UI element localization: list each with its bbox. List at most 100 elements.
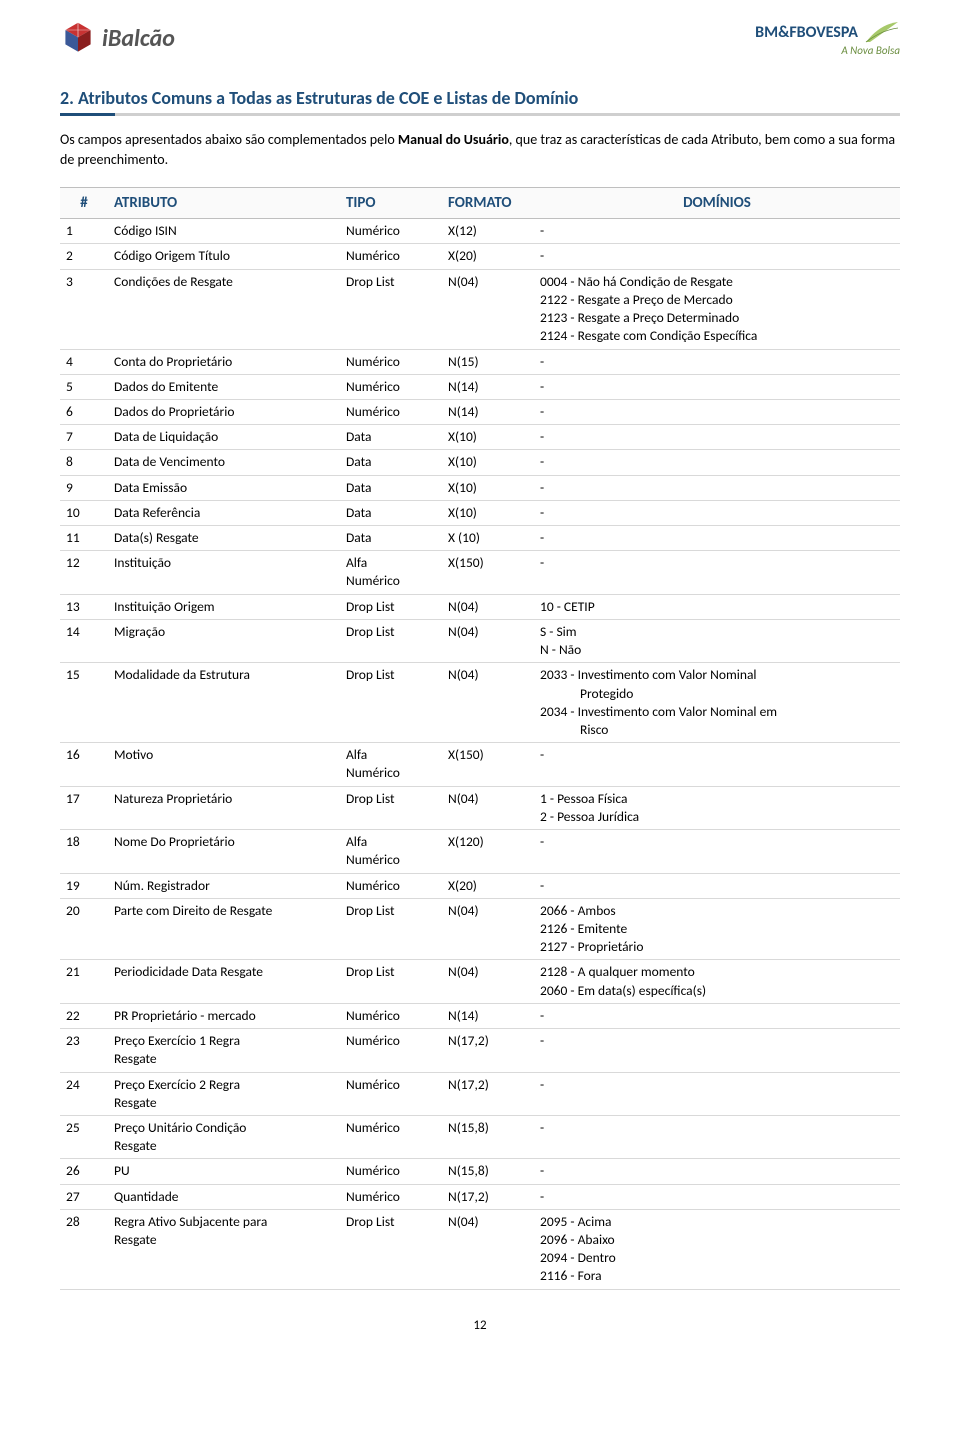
cell-tipo: Numérico: [340, 1072, 442, 1115]
logo-left-text: iBalcão: [102, 24, 175, 53]
table-row: 6Dados do ProprietárioNuméricoN(14)-: [60, 399, 900, 424]
table-row: 14MigraçãoDrop ListN(04)S - Sim N - Não: [60, 619, 900, 662]
cell-attr: Preço Exercício 1 Regra Resgate: [108, 1029, 340, 1072]
cell-num: 22: [60, 1003, 108, 1028]
cell-dom: -: [534, 526, 900, 551]
cell-num: 15: [60, 663, 108, 743]
col-header-num: #: [60, 188, 108, 219]
cell-dom: -: [534, 1072, 900, 1115]
cell-fmt: X(12): [442, 219, 534, 244]
cell-tipo: Numérico: [340, 1029, 442, 1072]
col-header-fmt: FORMATO: [442, 188, 534, 219]
cell-tipo: Numérico: [340, 1003, 442, 1028]
cell-fmt: N(04): [442, 594, 534, 619]
dom-line: Risco: [540, 721, 894, 739]
cell-dom: -: [534, 450, 900, 475]
cell-fmt: N(04): [442, 786, 534, 829]
cell-dom: -: [534, 500, 900, 525]
cell-num: 5: [60, 374, 108, 399]
cell-fmt: N(14): [442, 399, 534, 424]
cell-attr: Instituição Origem: [108, 594, 340, 619]
table-row: 3Condições de ResgateDrop ListN(04)0004 …: [60, 269, 900, 349]
cell-num: 6: [60, 399, 108, 424]
cell-dom: -: [534, 1003, 900, 1028]
cell-dom: -: [534, 1184, 900, 1209]
dom-line: 2033 - Investimento com Valor Nominal: [540, 666, 894, 684]
logo-right-sub: A Nova Bolsa: [755, 44, 900, 57]
cell-num: 24: [60, 1072, 108, 1115]
cell-dom: 2128 - A qualquer momento 2060 - Em data…: [534, 960, 900, 1003]
cell-attr: Preço Unitário Condição Resgate: [108, 1115, 340, 1158]
cell-tipo: Numérico: [340, 219, 442, 244]
table-row: 9Data EmissãoDataX(10)-: [60, 475, 900, 500]
cell-dom: -: [534, 830, 900, 873]
cell-dom: -: [534, 349, 900, 374]
table-row: 13Instituição OrigemDrop ListN(04)10 - C…: [60, 594, 900, 619]
cell-dom: -: [534, 374, 900, 399]
table-row: 23Preço Exercício 1 Regra ResgateNuméric…: [60, 1029, 900, 1072]
col-header-dom: DOMÍNIOS: [534, 188, 900, 219]
cell-dom: 0004 - Não há Condição de Resgate 2122 -…: [534, 269, 900, 349]
cell-num: 19: [60, 873, 108, 898]
cell-fmt: N(04): [442, 663, 534, 743]
table-row: 19Núm. RegistradorNuméricoX(20)-: [60, 873, 900, 898]
table-body: 1Código ISINNuméricoX(12)-2Código Origem…: [60, 219, 900, 1290]
cell-dom: -: [534, 743, 900, 786]
cell-fmt: N(17,2): [442, 1029, 534, 1072]
table-row: 18Nome Do ProprietárioAlfa NuméricoX(120…: [60, 830, 900, 873]
col-header-tipo: TIPO: [340, 188, 442, 219]
table-row: 16MotivoAlfa NuméricoX(150)-: [60, 743, 900, 786]
cell-attr: Data de Liquidação: [108, 425, 340, 450]
table-row: 12InstituiçãoAlfa NuméricoX(150)-: [60, 551, 900, 594]
cell-attr: Regra Ativo Subjacente para Resgate: [108, 1209, 340, 1289]
cell-dom: -: [534, 1029, 900, 1072]
cell-fmt: N(14): [442, 374, 534, 399]
cell-tipo: Alfa Numérico: [340, 830, 442, 873]
cell-num: 11: [60, 526, 108, 551]
cell-tipo: Numérico: [340, 399, 442, 424]
cell-attr: Condições de Resgate: [108, 269, 340, 349]
cell-attr: Código Origem Título: [108, 244, 340, 269]
cell-fmt: X (10): [442, 526, 534, 551]
cell-attr: Data(s) Resgate: [108, 526, 340, 551]
cell-num: 10: [60, 500, 108, 525]
cell-dom: S - Sim N - Não: [534, 619, 900, 662]
cell-tipo: Drop List: [340, 960, 442, 1003]
table-row: 4Conta do ProprietárioNuméricoN(15)-: [60, 349, 900, 374]
cell-num: 3: [60, 269, 108, 349]
cell-attr: Preço Exercício 2 Regra Resgate: [108, 1072, 340, 1115]
cell-dom: -: [534, 425, 900, 450]
cell-num: 9: [60, 475, 108, 500]
cell-num: 1: [60, 219, 108, 244]
cell-attr: Dados do Proprietário: [108, 399, 340, 424]
table-row: 20Parte com Direito de ResgateDrop ListN…: [60, 898, 900, 960]
cell-fmt: X(10): [442, 425, 534, 450]
cell-attr: Nome Do Proprietário: [108, 830, 340, 873]
table-row: 28Regra Ativo Subjacente para ResgateDro…: [60, 1209, 900, 1289]
cell-num: 8: [60, 450, 108, 475]
cell-dom: 1 - Pessoa Física 2 - Pessoa Jurídica: [534, 786, 900, 829]
cell-attr: Dados do Emitente: [108, 374, 340, 399]
cell-attr: Instituição: [108, 551, 340, 594]
cell-tipo: Numérico: [340, 244, 442, 269]
cell-tipo: Data: [340, 425, 442, 450]
cell-num: 4: [60, 349, 108, 374]
cell-tipo: Drop List: [340, 619, 442, 662]
cell-num: 16: [60, 743, 108, 786]
table-row: 5Dados do EmitenteNuméricoN(14)-: [60, 374, 900, 399]
cell-tipo: Drop List: [340, 1209, 442, 1289]
table-row: 8Data de VencimentoDataX(10)-: [60, 450, 900, 475]
table-row: 15Modalidade da EstruturaDrop ListN(04)2…: [60, 663, 900, 743]
cell-tipo: Drop List: [340, 786, 442, 829]
cell-fmt: X(20): [442, 873, 534, 898]
table-row: 26PUNuméricoN(15,8)-: [60, 1159, 900, 1184]
table-row: 27QuantidadeNuméricoN(17,2)-: [60, 1184, 900, 1209]
dom-line: 2034 - Investimento com Valor Nominal em: [540, 703, 894, 721]
cell-tipo: Numérico: [340, 873, 442, 898]
cell-fmt: X(150): [442, 743, 534, 786]
cell-fmt: N(04): [442, 960, 534, 1003]
cell-tipo: Drop List: [340, 898, 442, 960]
cell-num: 20: [60, 898, 108, 960]
cell-tipo: Data: [340, 526, 442, 551]
cell-attr: Modalidade da Estrutura: [108, 663, 340, 743]
